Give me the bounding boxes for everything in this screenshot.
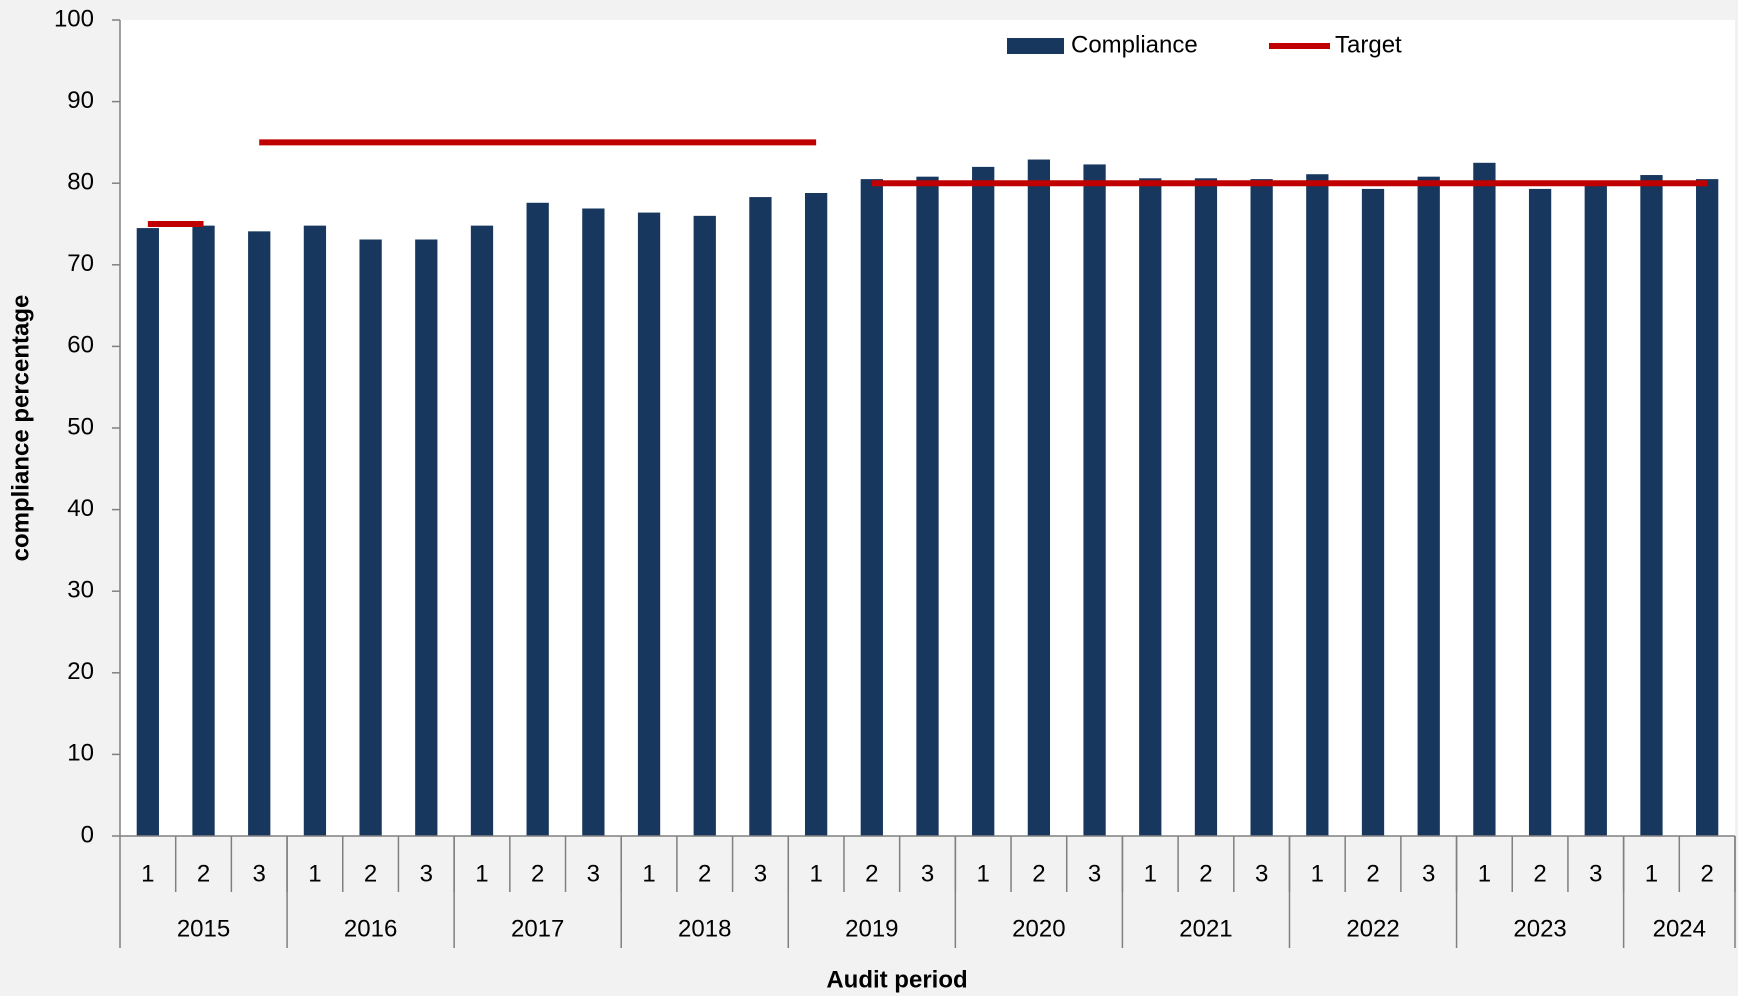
- x-tick-label: 3: [1255, 860, 1268, 887]
- bar: [470, 225, 494, 836]
- x-tick-label: 1: [1311, 860, 1324, 887]
- x-tick-label: 2: [865, 860, 878, 887]
- x-tick-label: 1: [1645, 860, 1658, 887]
- y-tick-label: 90: [67, 87, 94, 114]
- y-tick-label: 30: [67, 577, 94, 604]
- y-tick-label: 80: [67, 169, 94, 196]
- y-tick-label: 40: [67, 495, 94, 522]
- bar: [804, 192, 828, 836]
- x-tick-label: 3: [754, 860, 767, 887]
- bar: [860, 179, 883, 836]
- bar: [637, 212, 661, 837]
- x-tick-label: 2: [1700, 860, 1713, 887]
- bar: [526, 202, 549, 836]
- legend-label: Target: [1335, 31, 1402, 58]
- bar: [1083, 164, 1106, 836]
- group-label: 2017: [511, 915, 564, 942]
- y-tick-label: 70: [67, 250, 94, 277]
- group-label: 2016: [344, 915, 397, 942]
- y-tick-label: 10: [67, 740, 94, 767]
- bar: [582, 208, 605, 837]
- bar: [1584, 183, 1607, 836]
- bar: [1640, 175, 1663, 837]
- group-label: 2022: [1346, 915, 1399, 942]
- x-tick-label: 2: [1366, 860, 1379, 887]
- legend-swatch: [1007, 38, 1064, 54]
- bar: [1417, 176, 1440, 836]
- x-tick-label: 2: [698, 860, 711, 887]
- x-axis-title: Audit period: [826, 966, 967, 993]
- x-tick-label: 2: [197, 860, 210, 887]
- x-tick-label: 2: [1032, 860, 1045, 887]
- group-label: 2020: [1012, 915, 1065, 942]
- legend-label: Compliance: [1071, 31, 1198, 58]
- bar: [136, 228, 159, 836]
- bar: [1306, 174, 1329, 836]
- y-tick-label: 20: [67, 658, 94, 685]
- bar: [415, 239, 438, 836]
- x-tick-label: 3: [253, 860, 266, 887]
- x-tick-label: 3: [1088, 860, 1101, 887]
- x-tick-label: 1: [977, 860, 990, 887]
- y-tick-label: 60: [67, 332, 94, 359]
- x-tick-label: 1: [308, 860, 321, 887]
- bar: [1361, 188, 1385, 837]
- x-tick-label: 3: [1589, 860, 1602, 887]
- x-tick-label: 2: [531, 860, 544, 887]
- bar: [1528, 188, 1552, 837]
- bar: [972, 166, 995, 836]
- bar: [749, 197, 772, 836]
- x-tick-label: 3: [921, 860, 934, 887]
- x-tick-label: 1: [475, 860, 488, 887]
- group-label: 2018: [678, 915, 731, 942]
- x-tick-label: 1: [809, 860, 822, 887]
- group-label: 2021: [1179, 915, 1232, 942]
- x-tick-label: 2: [1533, 860, 1546, 887]
- x-tick-label: 2: [364, 860, 377, 887]
- bar: [248, 231, 271, 836]
- group-label: 2024: [1653, 915, 1706, 942]
- bar: [693, 215, 716, 837]
- bar: [1027, 159, 1051, 836]
- x-tick-label: 1: [642, 860, 655, 887]
- bar: [1250, 179, 1273, 836]
- x-tick-label: 1: [1144, 860, 1157, 887]
- bar: [1139, 178, 1162, 836]
- bar: [303, 225, 327, 836]
- bar: [1473, 162, 1496, 837]
- group-label: 2015: [177, 915, 230, 942]
- y-tick-label: 0: [81, 821, 94, 848]
- group-label: 2019: [845, 915, 898, 942]
- x-tick-label: 2: [1199, 860, 1212, 887]
- x-tick-label: 3: [1422, 860, 1435, 887]
- bar: [359, 239, 382, 836]
- bar: [192, 225, 215, 836]
- y-axis-title: compliance percentage: [7, 295, 34, 562]
- y-tick-label: 50: [67, 413, 94, 440]
- y-tick-label: 100: [54, 5, 94, 32]
- x-tick-label: 3: [587, 860, 600, 887]
- bar: [1696, 179, 1719, 836]
- bar: [916, 176, 939, 836]
- x-tick-label: 1: [141, 860, 154, 887]
- x-tick-label: 3: [420, 860, 433, 887]
- group-label: 2023: [1513, 915, 1566, 942]
- x-tick-label: 1: [1478, 860, 1491, 887]
- bar: [1194, 178, 1218, 836]
